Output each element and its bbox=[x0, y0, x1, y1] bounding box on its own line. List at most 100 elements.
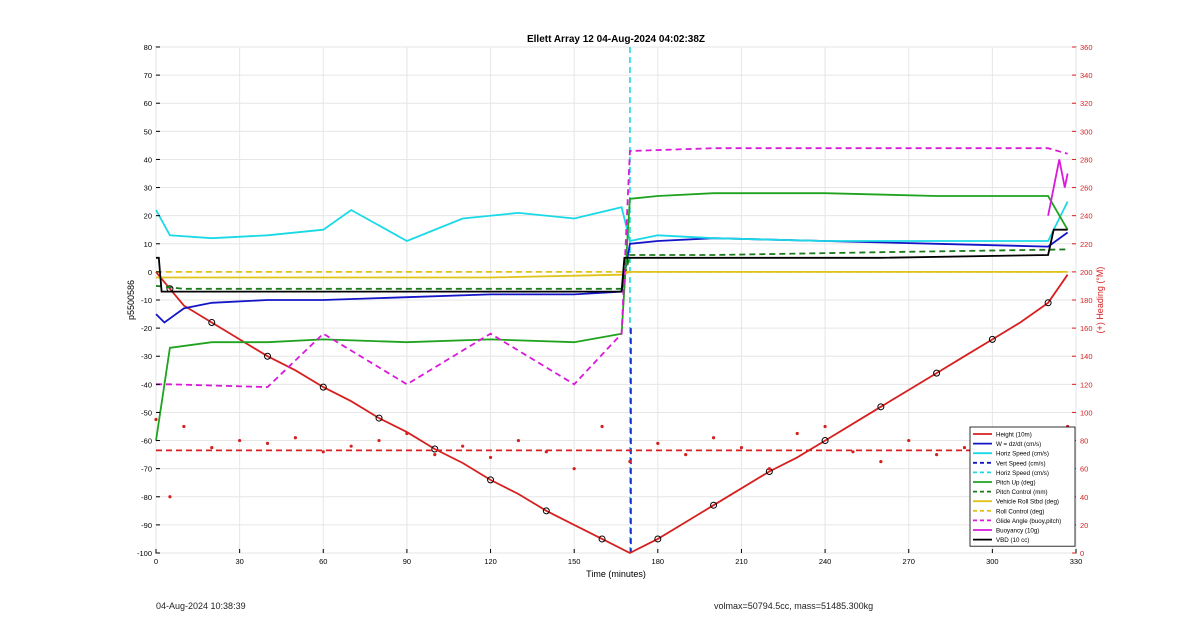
heading-point bbox=[349, 444, 353, 448]
y2-tick-label: 220 bbox=[1080, 240, 1093, 249]
x-tick-label: 90 bbox=[403, 557, 411, 566]
heading-point bbox=[516, 438, 521, 443]
heading-point bbox=[851, 450, 855, 454]
heading-point bbox=[210, 445, 214, 450]
y-tick-label: 20 bbox=[144, 212, 152, 221]
y2-tick-label: 60 bbox=[1080, 465, 1088, 474]
y2-tick-label: 180 bbox=[1080, 296, 1093, 305]
y2-tick-label: 320 bbox=[1080, 99, 1093, 108]
heading-point bbox=[684, 453, 688, 457]
y-tick-label: -10 bbox=[141, 296, 152, 305]
height-marker bbox=[598, 535, 606, 543]
y-tick-label: 70 bbox=[144, 71, 152, 80]
legend-label: W = dz/dt (cm/s) bbox=[996, 441, 1041, 448]
x-tick-label: 180 bbox=[652, 557, 665, 566]
y-tick-label: 60 bbox=[144, 99, 152, 108]
footer-timestamp: 04-Aug-2024 10:38:39 bbox=[156, 601, 246, 611]
height-marker bbox=[710, 501, 718, 509]
x-tick-label: 330 bbox=[1070, 557, 1083, 566]
height-marker bbox=[208, 318, 216, 326]
heading-point bbox=[321, 450, 325, 454]
series-glide-angle-buoy-pitch bbox=[156, 147, 1068, 389]
series-vehicle-roll-stbd-deg bbox=[156, 271, 1068, 279]
x-tick-label: 120 bbox=[484, 557, 497, 566]
heading-point bbox=[739, 445, 744, 450]
height-marker bbox=[264, 352, 272, 360]
height-marker bbox=[933, 369, 941, 377]
y2-tick-label: 0 bbox=[1080, 549, 1084, 558]
y2-tick-label: 360 bbox=[1080, 43, 1093, 52]
height-marker bbox=[654, 535, 662, 543]
legend-label: Horiz Speed (cm/s) bbox=[996, 470, 1049, 477]
heading-point bbox=[935, 453, 939, 457]
height-marker bbox=[319, 383, 327, 391]
heading-point bbox=[154, 417, 158, 422]
x-tick-label: 270 bbox=[902, 557, 915, 566]
y-tick-label: -20 bbox=[141, 324, 152, 333]
chart-title: Ellett Array 12 04-Aug-2024 04:02:38Z bbox=[527, 34, 705, 45]
legend-label: VBD (10 cc) bbox=[996, 537, 1029, 544]
heading-point bbox=[182, 424, 186, 429]
series-vbd-10-cc bbox=[156, 228, 1068, 293]
heading-point bbox=[656, 441, 660, 445]
height-marker bbox=[375, 414, 383, 422]
legend-label: Pitch Control (mm) bbox=[996, 489, 1048, 496]
y-tick-label: -100 bbox=[137, 549, 152, 558]
legend-label: Pitch Up (deg) bbox=[996, 480, 1036, 487]
heading-point bbox=[767, 467, 771, 471]
heading-point bbox=[795, 431, 799, 436]
heading-point bbox=[293, 436, 297, 440]
y2-tick-label: 280 bbox=[1080, 155, 1093, 164]
y-tick-label: 10 bbox=[144, 240, 152, 249]
heading-point bbox=[461, 444, 465, 448]
legend-label: Height (10m) bbox=[996, 432, 1032, 439]
x-tick-label: 240 bbox=[819, 557, 832, 566]
heading-point bbox=[628, 460, 632, 464]
heading-point bbox=[907, 438, 911, 443]
y2-tick-label: 120 bbox=[1080, 380, 1093, 389]
heading-point bbox=[405, 431, 409, 436]
y-tick-label: -30 bbox=[141, 352, 152, 361]
footer-mass-info: volmax=50794.5cc, mass=51485.300kg bbox=[714, 601, 874, 611]
heading-point bbox=[879, 460, 883, 464]
y2-tick-label: 140 bbox=[1080, 352, 1093, 361]
height-marker bbox=[1044, 299, 1052, 307]
y2-tick-label: 300 bbox=[1080, 127, 1093, 136]
heading-point bbox=[711, 436, 716, 440]
series-layer bbox=[154, 47, 1070, 555]
series-buoyancy-10g bbox=[1047, 159, 1069, 216]
height-marker bbox=[431, 445, 439, 453]
y2-tick-label: 40 bbox=[1080, 493, 1088, 502]
y2-tick-label: 160 bbox=[1080, 324, 1093, 333]
y-tick-label: -50 bbox=[141, 408, 152, 417]
x-tick-label: 300 bbox=[986, 557, 999, 566]
y-tick-label: 0 bbox=[148, 268, 152, 277]
legend-label: Buoyancy (10g) bbox=[996, 528, 1039, 535]
y2-tick-label: 260 bbox=[1080, 184, 1093, 193]
height-marker bbox=[487, 476, 495, 484]
x-tick-label: 30 bbox=[235, 557, 243, 566]
heading-point bbox=[962, 445, 967, 450]
heading-point bbox=[377, 438, 381, 443]
y2-axis-label: (+) Heading (°M) bbox=[1095, 267, 1105, 334]
legend: Height (10m) W = dz/dt (cm/s) Horiz Speed … bbox=[969, 426, 1076, 547]
series-horiz-speed-cm-s bbox=[155, 201, 1069, 243]
height-marker bbox=[988, 335, 996, 343]
heading-point bbox=[823, 424, 827, 429]
y-tick-label: -70 bbox=[141, 465, 152, 474]
x-axis-label: Time (minutes) bbox=[586, 569, 646, 579]
legend-label: Vert Speed (cm/s) bbox=[996, 460, 1046, 467]
series-height-10m bbox=[155, 271, 1069, 555]
y2-tick-label: 340 bbox=[1080, 71, 1093, 80]
heading-point bbox=[433, 453, 437, 457]
x-tick-label: 0 bbox=[154, 557, 158, 566]
y-tick-label: 30 bbox=[144, 184, 152, 193]
series-pitch-up-deg bbox=[155, 192, 1069, 441]
legend-label: Horiz Speed (cm/s) bbox=[996, 451, 1049, 458]
heading-point bbox=[238, 438, 242, 443]
series-w-dz-dt-cm-s bbox=[155, 231, 1069, 324]
height-marker bbox=[877, 403, 885, 411]
legend-label: Vehicle Roll Stbd (deg) bbox=[996, 499, 1059, 506]
y2-tick-label: 100 bbox=[1080, 408, 1093, 417]
